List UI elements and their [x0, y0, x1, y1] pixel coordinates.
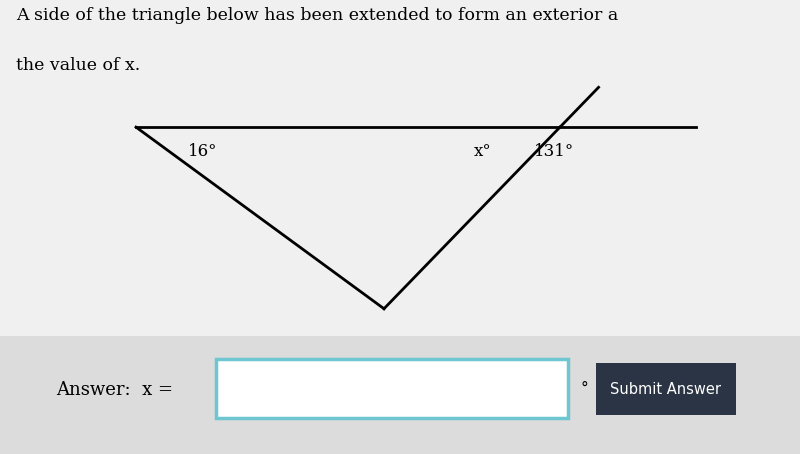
Text: Answer:  x =: Answer: x =	[56, 381, 173, 400]
Text: 131°: 131°	[534, 143, 574, 160]
Text: x°: x°	[474, 143, 492, 160]
Bar	[596, 363, 736, 415]
Bar	[0, 336, 800, 454]
Bar	[216, 359, 568, 418]
Text: 16°: 16°	[188, 143, 218, 160]
Text: Submit Answer: Submit Answer	[610, 382, 722, 397]
Text: °: °	[580, 380, 588, 396]
Text: the value of x.: the value of x.	[16, 57, 140, 74]
Text: A side of the triangle below has been extended to form an exterior a: A side of the triangle below has been ex…	[16, 7, 618, 24]
